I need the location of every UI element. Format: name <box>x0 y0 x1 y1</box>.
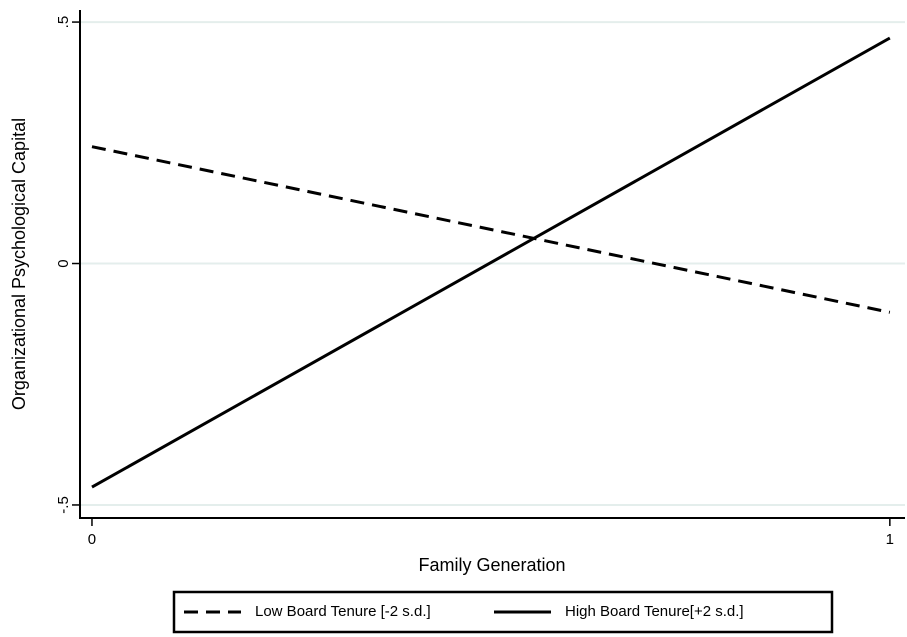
x-tick-label: 1 <box>886 531 894 548</box>
series-line <box>91 145 891 314</box>
y-tick-label: 0 <box>55 259 72 267</box>
legend-label: Low Board Tenure [-2 s.d.] <box>255 603 431 620</box>
y-axis-label: Organizational Psychological Capital <box>9 118 29 410</box>
y-tick-label: .5 <box>55 16 72 29</box>
y-tick-label: -.5 <box>55 496 72 514</box>
x-axis-label: Family Generation <box>418 555 565 575</box>
legend-label: High Board Tenure[+2 s.d.] <box>565 603 744 620</box>
series-line <box>91 36 891 489</box>
x-tick-label: 0 <box>88 531 96 548</box>
